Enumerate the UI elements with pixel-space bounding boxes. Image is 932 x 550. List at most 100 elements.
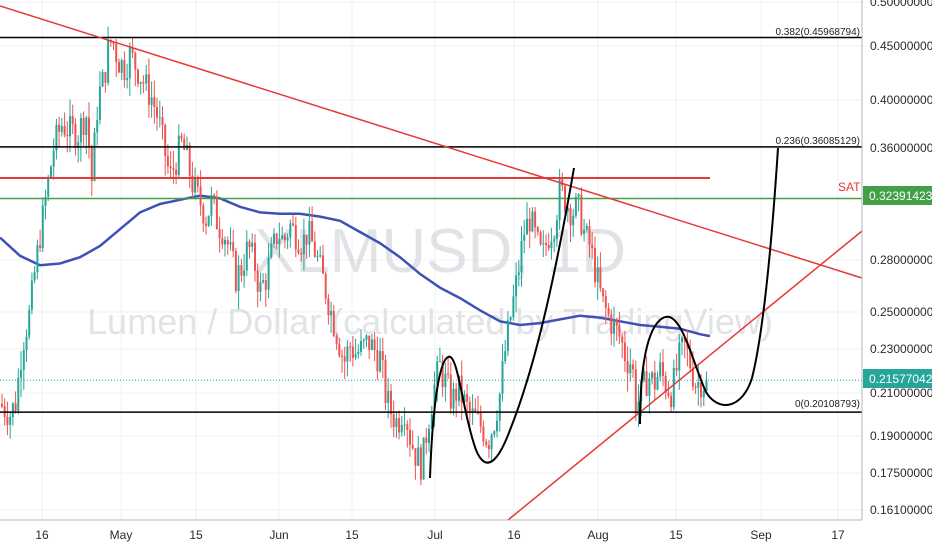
candle-body-42 <box>115 43 118 62</box>
price-tick-023: 0.23000000 <box>870 342 932 356</box>
candle-body-64 <box>175 169 178 175</box>
candle-body-236 <box>642 371 645 381</box>
candle-body-256 <box>697 382 700 388</box>
candle-body-112 <box>305 234 308 245</box>
candle-body-255 <box>694 386 697 388</box>
candle-body-247 <box>672 367 675 408</box>
candle-body-130 <box>354 354 357 358</box>
date-tick-16: 16 <box>35 528 49 542</box>
candle-body-242 <box>659 362 662 377</box>
candle-body-165 <box>449 374 452 409</box>
candle-body-218 <box>594 247 596 283</box>
candle-body-54 <box>147 74 150 105</box>
candle-body-60 <box>164 124 167 157</box>
candle-body-254 <box>691 368 694 387</box>
candle-body-92 <box>251 242 254 247</box>
candle-body-190 <box>517 272 520 276</box>
candle-body-72 <box>196 178 199 187</box>
candle-body-33 <box>90 146 93 181</box>
candle-body-182 <box>496 420 498 432</box>
candle-body-0 <box>1 403 3 407</box>
candle-body-211 <box>574 196 577 216</box>
candle-body-209 <box>569 207 572 226</box>
date-tick-16-jul: 16 <box>507 528 521 542</box>
candle-body-253 <box>689 348 692 369</box>
candle-body-119 <box>324 273 327 299</box>
candle-body-231 <box>629 364 632 374</box>
candle-body-106 <box>289 223 292 238</box>
candle-body-98 <box>267 257 270 290</box>
candle-body-259 <box>705 381 708 391</box>
candle-body-143 <box>390 390 392 415</box>
candle-body-184 <box>501 361 504 394</box>
candle-body-180 <box>490 434 493 450</box>
candle-body-86 <box>234 251 237 291</box>
descending-trendline <box>0 5 863 279</box>
candle-body-146 <box>398 418 401 433</box>
candle-body-125 <box>341 355 343 357</box>
candle-body-134 <box>365 335 368 340</box>
candle-body-185 <box>504 351 507 362</box>
price-tick-019: 0.19000000 <box>870 429 932 443</box>
projection-path <box>429 147 779 479</box>
candle-body-26 <box>71 116 74 125</box>
candle-body-250 <box>681 337 683 343</box>
horizontal-levels <box>0 36 862 413</box>
price-tag-sat <box>863 186 932 205</box>
candle-body-76 <box>207 215 210 226</box>
candle-body-91 <box>248 241 251 248</box>
candle-body-223 <box>607 308 610 315</box>
candle-body-166 <box>452 388 455 409</box>
candle-body-183 <box>498 393 501 421</box>
projection-curve-2 <box>639 147 779 425</box>
candle-body-75 <box>205 223 207 226</box>
price-axis[interactable]: 0.50000000 0.45000000 0.40000000 0.36000… <box>861 0 932 550</box>
candle-body-6 <box>17 377 20 411</box>
candle-body-90 <box>245 241 248 271</box>
candle-body-191 <box>520 240 523 273</box>
candle-body-193 <box>526 218 528 235</box>
candle-body-89 <box>243 270 246 276</box>
candle-body-77 <box>210 195 213 216</box>
candle-body-50 <box>137 69 139 84</box>
candle-body-203 <box>553 239 556 242</box>
candle-body-97 <box>264 280 267 290</box>
candle-body-82 <box>224 240 226 245</box>
fib-label-0236: 0.236(0.36085129) <box>775 136 860 147</box>
candle-body-230 <box>626 361 629 374</box>
candle-body-49 <box>134 52 137 70</box>
candle-body-20 <box>55 124 58 151</box>
candle-body-87 <box>237 265 240 291</box>
candle-body-71 <box>194 178 197 193</box>
candle-body-66 <box>180 135 183 139</box>
candle-body-158 <box>430 414 433 429</box>
candle-body-28 <box>77 142 80 149</box>
candle-body-116 <box>316 255 319 257</box>
candle-body-249 <box>678 342 681 371</box>
candle-body-57 <box>156 106 158 118</box>
candle-body-237 <box>645 371 648 396</box>
date-tick-jul: Jul <box>427 528 442 542</box>
candle-body-27 <box>74 124 77 149</box>
candle-body-229 <box>623 342 626 362</box>
candle-body-63 <box>172 168 175 170</box>
candle-body-208 <box>566 207 569 212</box>
date-tick-15-aug: 15 <box>669 528 683 542</box>
candle-body-100 <box>273 233 275 244</box>
candle-body-11 <box>30 280 33 310</box>
time-axis[interactable]: 16 May 15 Jun 15 Jul 16 Aug 15 Sep 17 <box>0 519 932 550</box>
candle-body-245 <box>667 392 670 396</box>
candle-body-201 <box>547 245 550 249</box>
candle-body-159 <box>433 384 436 415</box>
ma-line <box>0 194 711 338</box>
candle-body-34 <box>93 132 96 181</box>
fib-label-0382: 0.382(0.45968794) <box>775 27 860 38</box>
candle-body-120 <box>327 298 330 316</box>
date-tick-15-may: 15 <box>189 528 203 542</box>
candle-body-204 <box>555 220 558 240</box>
candle-body-186 <box>506 320 509 351</box>
candle-body-7 <box>20 370 22 378</box>
candle-body-171 <box>466 394 469 402</box>
candle-body-69 <box>188 145 191 176</box>
